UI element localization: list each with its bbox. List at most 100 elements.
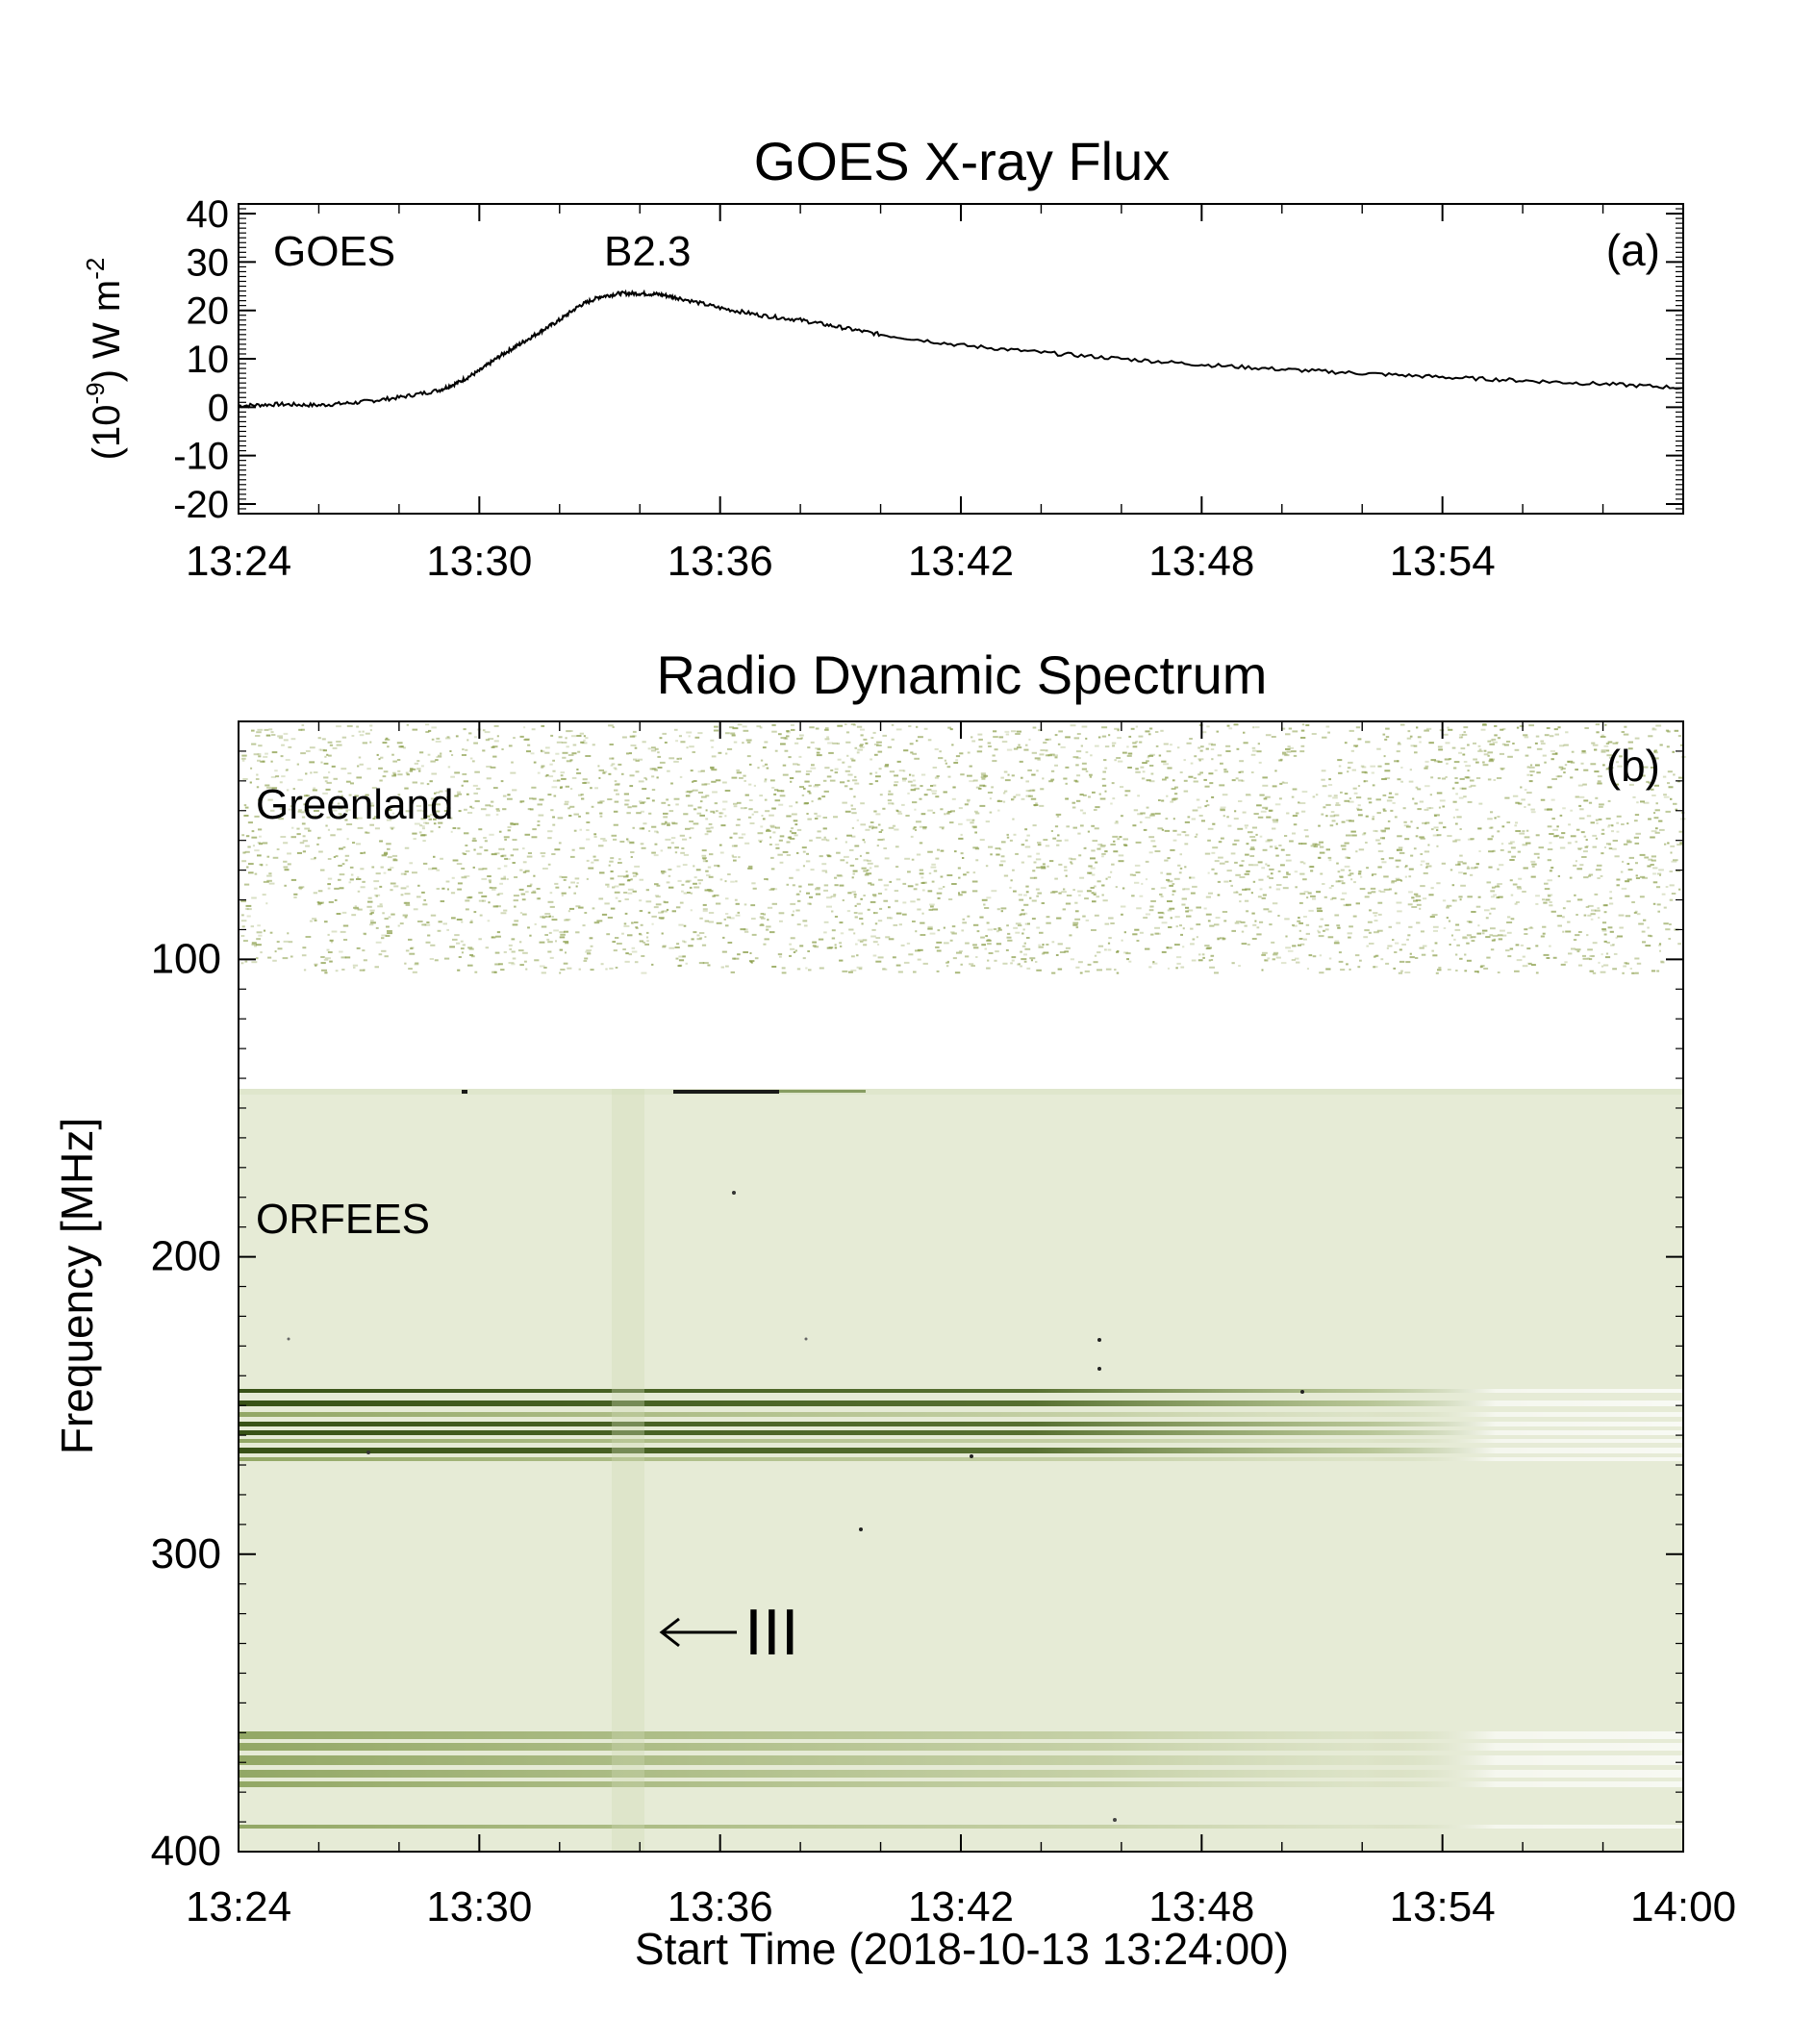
greenland-noise-dot <box>1396 921 1401 924</box>
greenland-noise-dot <box>645 778 648 781</box>
greenland-noise-dot <box>284 869 290 871</box>
greenland-noise-dot <box>568 886 571 889</box>
greenland-noise-dot <box>1677 776 1684 779</box>
greenland-noise-dot <box>725 752 728 755</box>
greenland-noise-dot <box>1029 896 1032 899</box>
greenland-noise-dot <box>1452 800 1457 803</box>
greenland-noise-dot <box>834 944 837 946</box>
greenland-noise-dot <box>537 824 541 826</box>
greenland-noise-dot <box>1319 954 1323 957</box>
greenland-noise-dot <box>570 881 575 884</box>
greenland-noise-dot <box>708 912 715 914</box>
greenland-noise-dot <box>1607 825 1610 828</box>
greenland-noise-dot <box>1149 765 1154 767</box>
greenland-noise-dot <box>567 910 570 913</box>
greenland-noise-dot <box>409 862 414 865</box>
greenland-noise-dot <box>445 880 450 883</box>
greenland-noise-dot <box>1037 842 1042 844</box>
greenland-noise-dot <box>871 928 876 931</box>
greenland-noise-dot <box>1642 941 1647 944</box>
greenland-noise-dot <box>1152 961 1155 964</box>
greenland-noise-dot <box>690 770 693 772</box>
greenland-noise-dot <box>612 941 617 944</box>
greenland-noise-dot <box>998 864 1003 867</box>
greenland-noise-dot <box>876 741 882 744</box>
greenland-noise-dot <box>889 770 895 773</box>
greenland-noise-dot <box>476 852 482 855</box>
greenland-noise-dot <box>1190 876 1196 879</box>
greenland-noise-dot <box>683 924 687 927</box>
greenland-noise-dot <box>1230 884 1233 887</box>
greenland-noise-dot <box>963 873 967 876</box>
greenland-noise-dot <box>498 847 502 850</box>
greenland-noise-dot <box>357 908 363 911</box>
greenland-noise-dot <box>597 845 604 847</box>
greenland-noise-dot <box>867 869 870 871</box>
radio-x-axis-label: Start Time (2018-10-13 13:24:00) <box>635 1924 1289 1974</box>
greenland-noise-dot <box>1101 726 1108 729</box>
greenland-noise-dot <box>1112 797 1116 800</box>
greenland-noise-dot <box>1045 749 1048 752</box>
greenland-noise-dot <box>469 757 473 760</box>
greenland-noise-dot <box>431 772 438 775</box>
greenland-noise-dot <box>771 966 777 968</box>
greenland-noise-dot <box>777 853 783 856</box>
greenland-noise-dot <box>340 930 346 933</box>
greenland-noise-dot <box>1651 795 1656 796</box>
greenland-noise-dot <box>744 842 750 845</box>
greenland-noise-dot <box>1150 840 1156 843</box>
greenland-noise-dot <box>444 790 450 793</box>
goes-instrument-label: GOES <box>273 228 395 275</box>
greenland-noise-dot <box>495 813 499 816</box>
greenland-noise-dot <box>593 859 599 862</box>
greenland-noise-dot <box>823 921 829 923</box>
greenland-noise-dot <box>1072 923 1078 926</box>
greenland-noise-dot <box>1663 794 1667 796</box>
greenland-noise-dot <box>1211 758 1214 761</box>
greenland-noise-dot <box>714 802 718 805</box>
greenland-noise-dot <box>1252 864 1259 867</box>
orfees-label: ORFEES <box>256 1196 430 1243</box>
greenland-noise-dot <box>1256 926 1260 929</box>
greenland-noise-dot <box>567 754 574 756</box>
greenland-noise-dot <box>930 785 934 787</box>
greenland-noise-dot <box>1341 820 1346 823</box>
greenland-noise-dot <box>779 835 785 838</box>
greenland-noise-dot <box>1612 742 1618 744</box>
greenland-noise-dot <box>951 932 957 935</box>
greenland-noise-dot <box>468 947 474 950</box>
greenland-noise-dot <box>1662 775 1667 778</box>
greenland-noise-dot <box>358 730 362 733</box>
greenland-noise-dot <box>473 742 478 744</box>
greenland-noise-dot <box>1041 867 1046 870</box>
greenland-noise-dot <box>608 724 614 727</box>
greenland-noise-dot <box>1601 928 1606 930</box>
greenland-noise-dot <box>1455 808 1459 811</box>
greenland-noise-dot <box>609 757 614 760</box>
greenland-noise-dot <box>417 921 423 922</box>
greenland-noise-dot <box>804 780 810 783</box>
greenland-noise-dot <box>632 826 635 829</box>
greenland-noise-dot <box>1455 923 1460 926</box>
greenland-noise-dot <box>1482 723 1487 725</box>
greenland-noise-dot <box>254 872 258 875</box>
greenland-noise-dot <box>1262 776 1268 779</box>
greenland-noise-dot <box>791 914 794 917</box>
greenland-noise-dot <box>1019 760 1023 763</box>
greenland-noise-dot <box>613 810 618 813</box>
greenland-noise-dot <box>913 826 917 829</box>
greenland-noise-dot <box>973 946 979 949</box>
greenland-noise-dot <box>1419 741 1422 744</box>
greenland-noise-dot <box>1132 933 1138 936</box>
greenland-noise-dot <box>241 754 247 757</box>
greenland-noise-dot <box>1590 918 1594 921</box>
greenland-noise-dot <box>241 759 245 762</box>
greenland-noise-dot <box>647 747 651 750</box>
greenland-noise-dot <box>1374 931 1379 934</box>
greenland-noise-dot <box>664 742 668 744</box>
greenland-noise-dot <box>1259 888 1263 891</box>
greenland-noise-dot <box>1119 836 1122 839</box>
greenland-noise-dot <box>1497 868 1500 871</box>
greenland-noise-dot <box>1392 939 1395 942</box>
greenland-noise-dot <box>556 741 563 744</box>
